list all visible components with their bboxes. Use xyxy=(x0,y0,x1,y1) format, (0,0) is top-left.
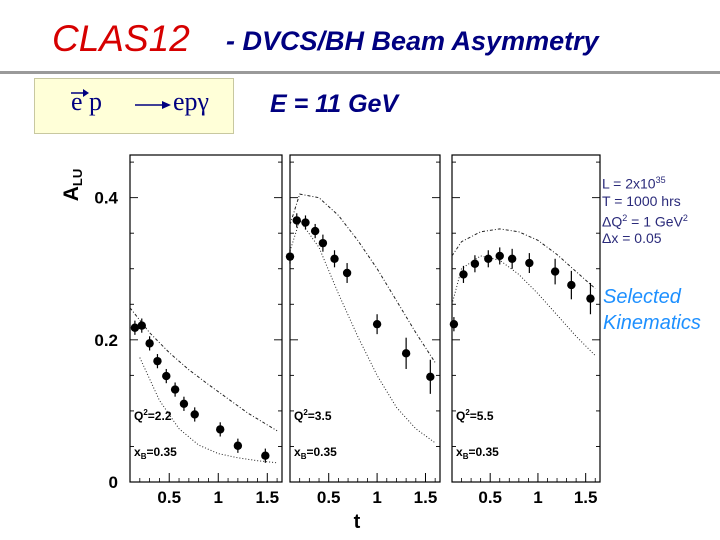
y-tick-label: 0.4 xyxy=(94,189,118,208)
x-tick-label: 0.5 xyxy=(317,488,341,507)
luminosity-line: L = 2x1035 xyxy=(602,175,666,192)
q2-bin-line: ΔQ2 = 1 GeV2 xyxy=(602,212,688,230)
x-tick-label: 1 xyxy=(372,488,381,507)
x-tick-label: 1.5 xyxy=(574,488,598,507)
data-point xyxy=(137,321,146,330)
kinematics-word: Kinematics xyxy=(603,312,701,334)
data-point xyxy=(586,294,595,303)
reaction-box: e p epγ xyxy=(34,78,234,134)
data-point xyxy=(459,270,468,279)
run-parameters: L = 2x1035 T = 1000 hrs ΔQ2 = 1 GeV2 Δx … xyxy=(602,172,688,247)
model-curve-lower xyxy=(289,219,436,444)
x-axis-label: t xyxy=(354,511,361,533)
y-tick-label: 0.2 xyxy=(94,331,118,350)
q2-annotation: Q2=2.2 xyxy=(134,408,172,423)
data-point xyxy=(525,258,534,268)
data-point xyxy=(292,216,301,225)
data-point xyxy=(372,319,382,329)
data-point xyxy=(190,410,199,419)
model-curve-upper xyxy=(129,307,278,432)
data-point xyxy=(153,356,162,366)
data-point xyxy=(162,371,171,381)
model-curve-upper xyxy=(289,193,436,363)
data-point xyxy=(426,372,435,381)
q2-annotation: Q2=3.5 xyxy=(294,408,332,423)
data-point xyxy=(495,251,504,261)
data-point xyxy=(342,268,352,278)
x-tick-label: 0.5 xyxy=(478,488,502,507)
x-tick-label: 1.5 xyxy=(414,488,438,507)
selected-kinematics-label: Selected Kinematics xyxy=(603,284,701,336)
xb-bin-line: Δx = 0.05 xyxy=(602,230,662,247)
data-point xyxy=(550,267,560,276)
data-point xyxy=(401,349,411,358)
data-point xyxy=(449,319,459,329)
x-tick-label: 1 xyxy=(533,488,542,507)
data-point xyxy=(567,280,576,290)
x-tick-label: 1.5 xyxy=(255,488,279,507)
xb-annotation: xB=0.35 xyxy=(134,445,177,461)
panel-frame xyxy=(289,154,441,483)
x-tick-label: 1 xyxy=(214,488,223,507)
data-point xyxy=(301,218,310,227)
reaction-arrow-icon xyxy=(135,101,171,109)
xb-annotation: xB=0.35 xyxy=(294,445,337,461)
selected-word: Selected xyxy=(603,286,681,308)
y-tick-label: 0 xyxy=(109,473,118,492)
data-point xyxy=(216,425,225,434)
vector-arrow-icon xyxy=(71,89,89,97)
data-point xyxy=(318,238,328,248)
xb-annotation: xB=0.35 xyxy=(456,445,499,461)
x-tick-label: 0.5 xyxy=(157,488,181,507)
panel-frame xyxy=(451,154,601,483)
data-point xyxy=(507,254,517,263)
model-curve-lower xyxy=(139,357,278,464)
y-axis-label: ALU xyxy=(60,169,85,202)
data-point xyxy=(285,252,295,261)
data-point xyxy=(310,226,320,236)
data-point xyxy=(170,385,180,394)
model-curve-lower xyxy=(451,255,596,356)
data-point xyxy=(145,339,154,348)
slide-title: CLAS12 - DVCS/BH Beam Asymmetry xyxy=(0,18,720,68)
model-curve-upper xyxy=(451,228,596,289)
q2-annotation: Q2=5.5 xyxy=(456,408,494,423)
data-point xyxy=(261,451,270,460)
data-point xyxy=(330,254,339,263)
runtime-line: T = 1000 hrs xyxy=(602,192,681,209)
data-point xyxy=(470,259,480,268)
title-divider xyxy=(0,71,720,74)
panel-frame xyxy=(129,154,283,483)
title-main: CLAS12 xyxy=(52,18,190,59)
data-point xyxy=(233,441,243,450)
title-subtitle: - DVCS/BH Beam Asymmetry xyxy=(226,26,599,56)
beam-energy-label: E = 11 GeV xyxy=(270,90,399,118)
data-point xyxy=(179,399,189,409)
reaction-initial-state: e p xyxy=(71,87,103,116)
data-point xyxy=(130,323,140,332)
data-point xyxy=(484,254,493,263)
reaction-final-state: epγ xyxy=(173,87,210,116)
